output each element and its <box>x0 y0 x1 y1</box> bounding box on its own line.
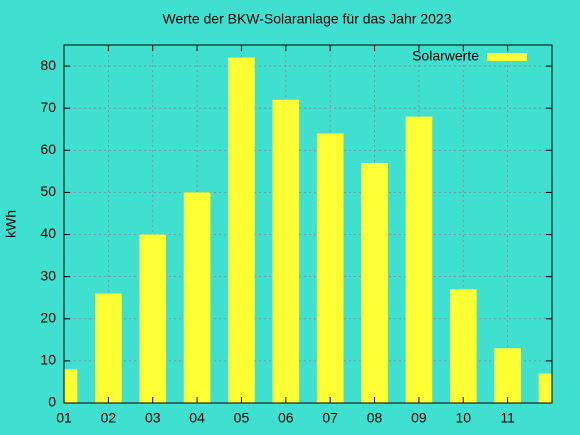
y-tick-label: 80 <box>40 57 56 73</box>
y-tick-label: 0 <box>48 394 56 410</box>
bar <box>139 234 167 403</box>
x-tick-label: 07 <box>322 410 338 426</box>
x-tick-label: 11 <box>500 410 515 426</box>
bar <box>405 116 433 403</box>
legend-swatch <box>487 53 527 61</box>
bar <box>228 57 255 403</box>
bar <box>449 289 477 403</box>
x-tick-label: 05 <box>234 410 250 426</box>
bar <box>538 373 552 403</box>
legend-label: Solarwerte <box>412 48 479 64</box>
x-tick-label: 09 <box>411 410 427 426</box>
x-tick-label: 01 <box>56 410 72 426</box>
y-tick-label: 70 <box>40 99 56 115</box>
bar <box>183 192 211 403</box>
x-tick-label: 02 <box>101 410 117 426</box>
x-tick-label: 10 <box>455 410 471 426</box>
plot-frame <box>63 44 553 404</box>
y-tick-label: 20 <box>40 309 56 325</box>
x-tick-label: 03 <box>145 410 161 426</box>
y-tick-label: 10 <box>40 352 56 368</box>
bar <box>494 348 521 403</box>
y-tick-label: 60 <box>40 141 56 157</box>
x-tick-label: 08 <box>367 410 383 426</box>
x-tick-label: 06 <box>278 410 294 426</box>
bar <box>64 369 78 403</box>
y-tick-label: 40 <box>40 225 56 241</box>
bar <box>272 99 300 403</box>
chart-title: Werte der BKW-Solaranlage für das Jahr 2… <box>163 11 452 27</box>
y-tick-label: 50 <box>40 183 56 199</box>
x-tick-label: 04 <box>189 410 205 426</box>
y-tick-label: 30 <box>40 267 56 283</box>
bar <box>361 162 388 403</box>
y-axis-label: kWh <box>3 210 19 238</box>
bar <box>95 293 122 403</box>
bar <box>316 133 344 403</box>
